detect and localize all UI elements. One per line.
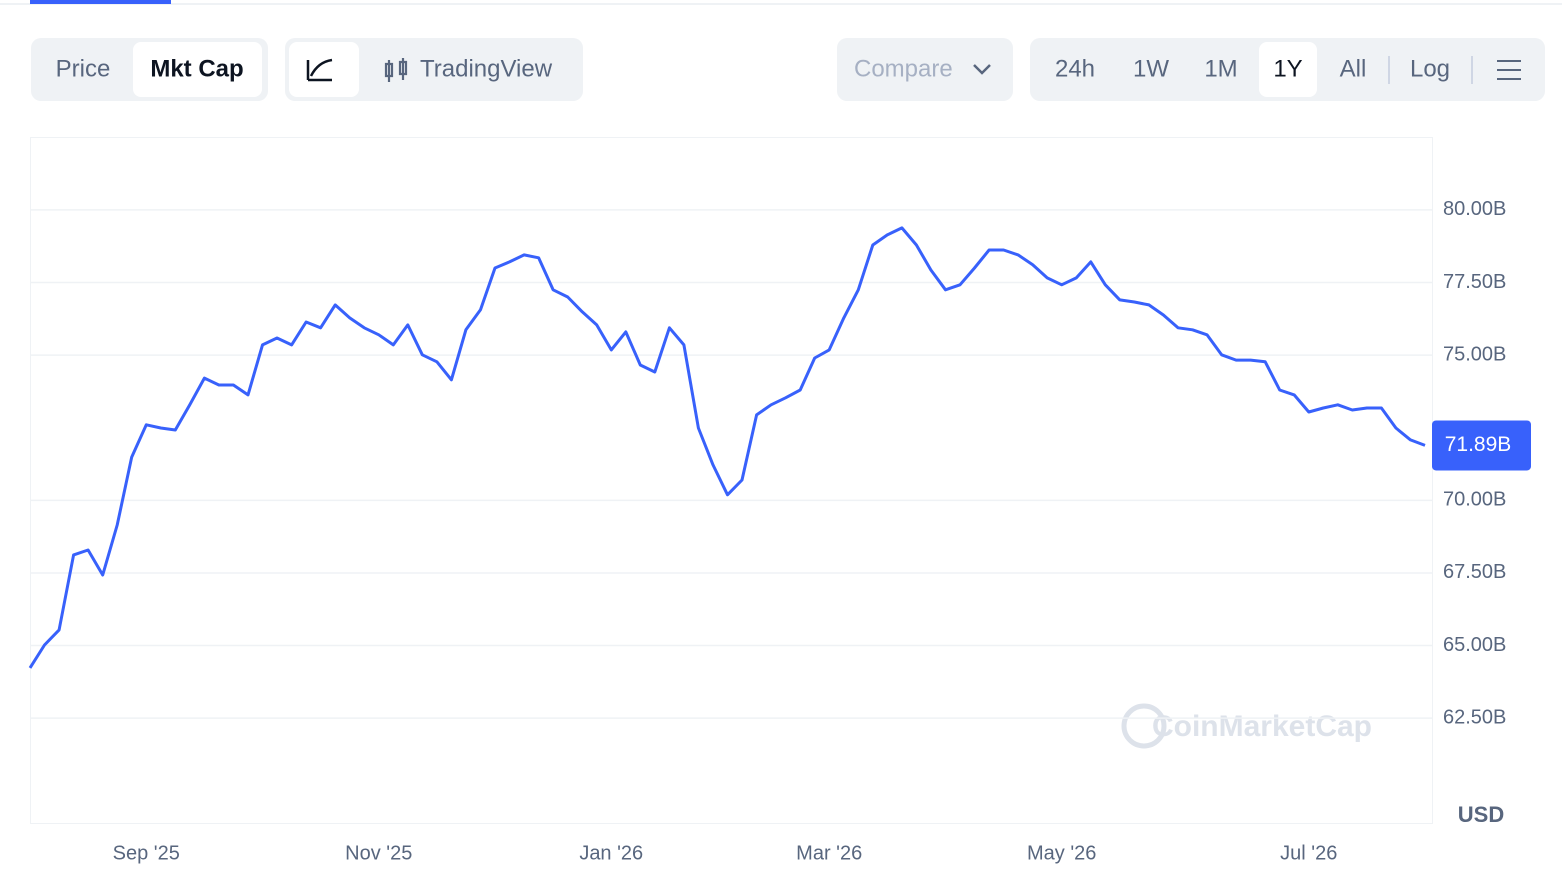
line-style-button[interactable] — [289, 42, 359, 97]
watermark-logo — [1121, 703, 1167, 749]
plot-frame — [30, 137, 1433, 824]
current-value-label: 71.89B — [1445, 433, 1512, 456]
y-tick-label: 62.50B — [1443, 706, 1506, 728]
unit-label: USD — [1458, 802, 1504, 827]
tradingview-button[interactable]: TradingView — [420, 55, 553, 82]
log-button[interactable]: Log — [1410, 55, 1450, 82]
y-tick-label: 65.00B — [1443, 634, 1506, 656]
y-tick-label: 77.50B — [1443, 271, 1506, 293]
y-tick-label: 70.00B — [1443, 489, 1506, 511]
line-icon — [306, 58, 333, 82]
compare-label: Compare — [854, 55, 953, 82]
selected-button-bg — [133, 42, 262, 97]
compare-dropdown[interactable] — [837, 38, 1013, 101]
y-tick-label: 75.00B — [1443, 343, 1506, 365]
range-button[interactable]: 1W — [1133, 55, 1169, 82]
x-tick-label: Sep '25 — [113, 842, 180, 864]
watermark: CoinMarketCap — [1152, 710, 1372, 743]
range-button[interactable]: 1M — [1204, 55, 1237, 82]
x-tick-label: Jan '26 — [579, 842, 643, 864]
y-tick-label: 80.00B — [1443, 198, 1506, 220]
mkt-cap-button[interactable]: Mkt Cap — [150, 55, 243, 82]
x-tick-label: Jul '26 — [1280, 842, 1337, 864]
price-button[interactable]: Price — [56, 55, 111, 82]
y-tick-label: 67.50B — [1443, 561, 1506, 583]
candle-icon — [384, 58, 408, 82]
settings-icon[interactable] — [1497, 60, 1521, 80]
range-button[interactable]: All — [1340, 55, 1367, 82]
selected-range-bg — [1259, 42, 1317, 97]
style-toggle — [285, 38, 583, 101]
x-tick-label: Nov '25 — [345, 842, 412, 864]
x-tick-label: May '26 — [1027, 842, 1096, 864]
range-button[interactable]: 24h — [1055, 55, 1095, 82]
active-tab-indicator — [30, 0, 171, 4]
current-value-tag — [1432, 420, 1531, 471]
price-line — [28, 226, 1426, 669]
chevron — [973, 64, 991, 75]
x-tick-label: Mar '26 — [796, 842, 862, 864]
range-button[interactable]: 1Y — [1273, 55, 1302, 82]
